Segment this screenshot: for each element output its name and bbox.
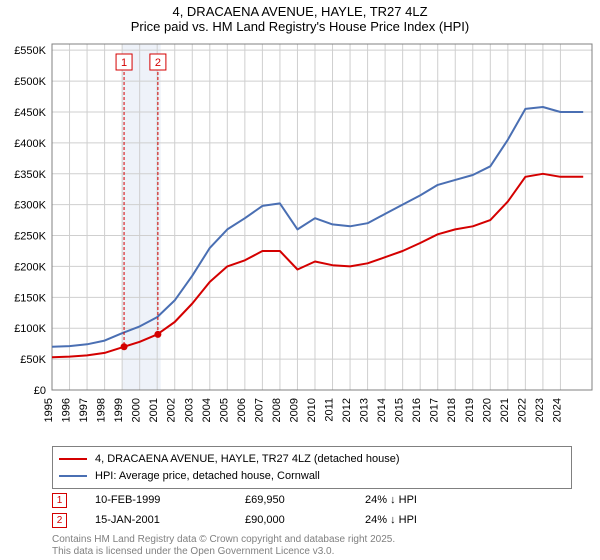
svg-text:2014: 2014 (376, 398, 388, 422)
sale-marker-box-1: 2 (52, 513, 67, 528)
legend-label-1: HPI: Average price, detached house, Corn… (95, 468, 320, 485)
svg-text:£200K: £200K (14, 261, 46, 273)
svg-text:£350K: £350K (14, 169, 46, 181)
svg-text:2002: 2002 (166, 398, 178, 422)
legend: 4, DRACAENA AVENUE, HAYLE, TR27 4LZ (det… (52, 446, 572, 489)
sales-row-0: 1 10-FEB-1999 £69,950 24% ↓ HPI (52, 490, 485, 510)
legend-label-0: 4, DRACAENA AVENUE, HAYLE, TR27 4LZ (det… (95, 451, 399, 468)
svg-text:£400K: £400K (14, 138, 46, 150)
svg-text:£50K: £50K (20, 354, 46, 366)
svg-text:2007: 2007 (253, 398, 265, 422)
svg-text:2010: 2010 (306, 398, 318, 422)
sale-marker-box-0: 1 (52, 493, 67, 508)
svg-text:2011: 2011 (324, 398, 336, 422)
svg-text:2016: 2016 (411, 398, 423, 422)
svg-text:2022: 2022 (516, 398, 528, 422)
sale-marker-num-1: 2 (57, 515, 63, 526)
sale-price-1: £90,000 (245, 514, 365, 526)
svg-text:1999: 1999 (113, 398, 125, 422)
title-line-2: Price paid vs. HM Land Registry's House … (0, 19, 600, 34)
sales-row-1: 2 15-JAN-2001 £90,000 24% ↓ HPI (52, 510, 485, 530)
svg-text:2006: 2006 (236, 398, 248, 422)
legend-row-0: 4, DRACAENA AVENUE, HAYLE, TR27 4LZ (det… (59, 451, 565, 468)
sale-date-1: 15-JAN-2001 (95, 514, 245, 526)
svg-text:1997: 1997 (78, 398, 90, 422)
svg-text:2001: 2001 (148, 398, 160, 422)
chart-area: £0 £50K £100K £150K £200K £250K £300K £350K £400… (0, 40, 600, 447)
svg-text:2003: 2003 (183, 398, 195, 422)
svg-text:2013: 2013 (359, 398, 371, 422)
legend-swatch-1 (59, 475, 87, 477)
svg-text:2000: 2000 (131, 398, 143, 422)
sale-delta-1: 24% ↓ HPI (365, 514, 485, 526)
svg-text:£450K: £450K (14, 107, 46, 119)
svg-text:1996: 1996 (61, 398, 73, 422)
sale-delta-0: 24% ↓ HPI (365, 494, 485, 506)
svg-text:2020: 2020 (481, 398, 493, 422)
svg-text:£550K: £550K (14, 45, 46, 57)
legend-swatch-0 (59, 458, 87, 460)
svg-text:2004: 2004 (201, 398, 213, 422)
svg-text:2018: 2018 (446, 398, 458, 422)
title-line-1: 4, DRACAENA AVENUE, HAYLE, TR27 4LZ (0, 4, 600, 19)
svg-text:1995: 1995 (43, 398, 55, 422)
legend-row-1: HPI: Average price, detached house, Corn… (59, 468, 565, 485)
svg-text:£300K: £300K (14, 200, 46, 212)
sale-date-0: 10-FEB-1999 (95, 494, 245, 506)
svg-text:2: 2 (155, 57, 161, 69)
svg-text:2021: 2021 (499, 398, 511, 422)
chart-title-block: 4, DRACAENA AVENUE, HAYLE, TR27 4LZ Pric… (0, 0, 600, 34)
attribution: Contains HM Land Registry data © Crown c… (52, 534, 395, 558)
svg-text:2005: 2005 (218, 398, 230, 422)
svg-text:£250K: £250K (14, 231, 46, 243)
svg-text:£0: £0 (34, 385, 46, 397)
svg-text:2019: 2019 (464, 398, 476, 422)
svg-text:2009: 2009 (288, 398, 300, 422)
sales-table: 1 10-FEB-1999 £69,950 24% ↓ HPI 2 15-JAN… (52, 490, 485, 530)
sale-marker-num-0: 1 (57, 495, 63, 506)
attribution-line-2: This data is licensed under the Open Gov… (52, 546, 395, 558)
attribution-line-1: Contains HM Land Registry data © Crown c… (52, 534, 395, 546)
svg-text:2024: 2024 (551, 398, 563, 422)
svg-text:1998: 1998 (96, 398, 108, 422)
svg-text:2012: 2012 (341, 398, 353, 422)
svg-text:2008: 2008 (271, 398, 283, 422)
sale-price-0: £69,950 (245, 494, 365, 506)
page-root: 4, DRACAENA AVENUE, HAYLE, TR27 4LZ Pric… (0, 0, 600, 560)
svg-text:£100K: £100K (14, 323, 46, 335)
svg-text:2015: 2015 (394, 398, 406, 422)
svg-text:2023: 2023 (534, 398, 546, 422)
svg-text:2017: 2017 (429, 398, 441, 422)
svg-text:1: 1 (121, 57, 127, 69)
chart-svg: £0 £50K £100K £150K £200K £250K £300K £350K £400… (0, 40, 600, 442)
svg-text:£500K: £500K (14, 76, 46, 88)
svg-text:£150K: £150K (14, 292, 46, 304)
